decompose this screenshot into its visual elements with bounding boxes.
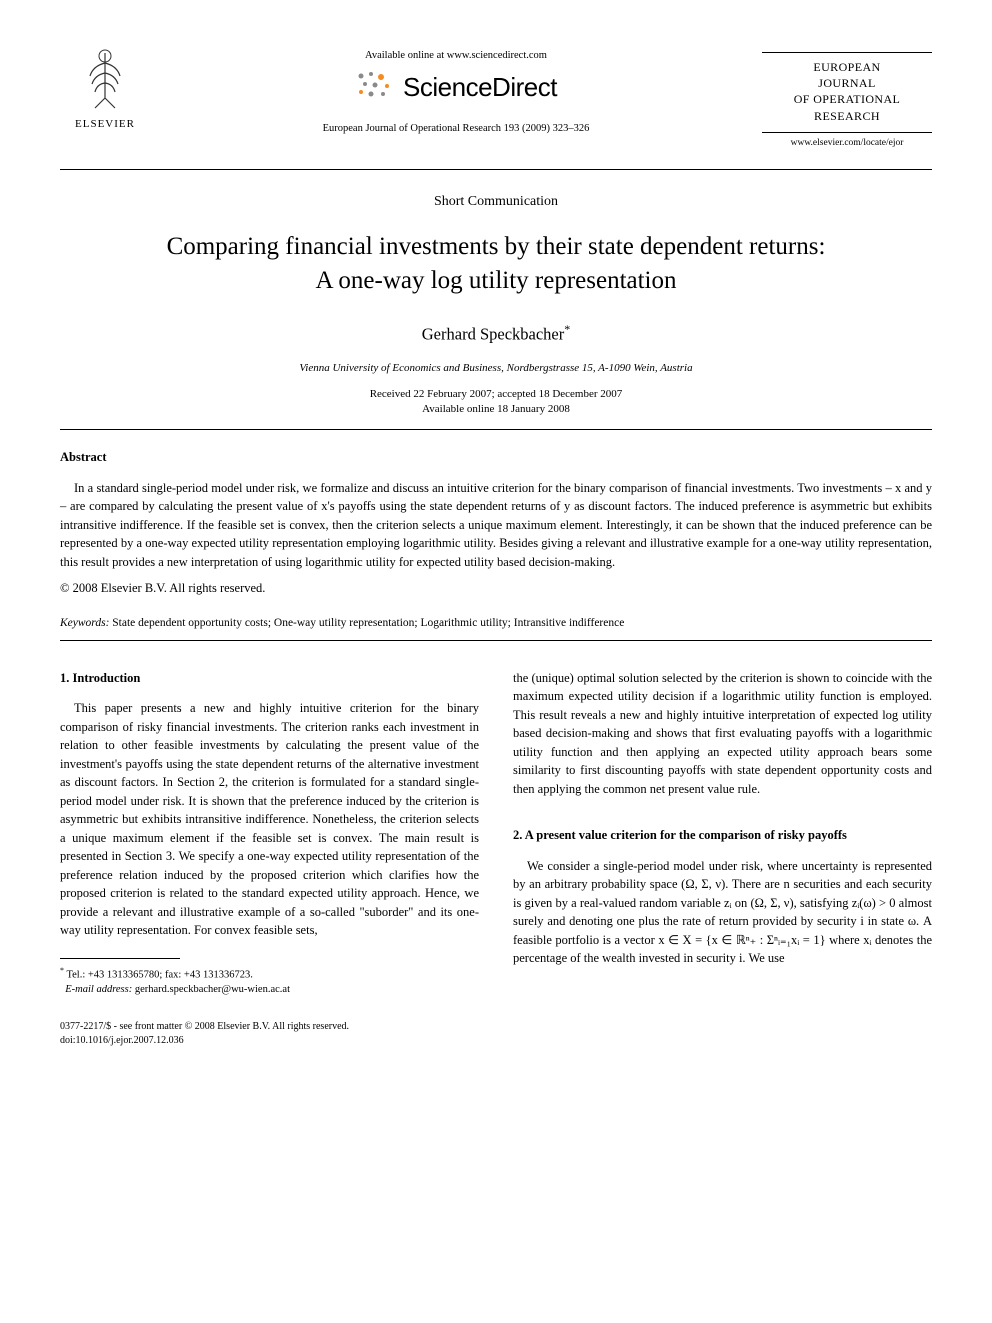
affiliation: Vienna University of Economics and Busin… (60, 361, 932, 377)
article-dates: Received 22 February 2007; accepted 18 D… (60, 387, 932, 418)
keywords-label: Keywords: (60, 617, 109, 629)
affiliation-mark: * (564, 322, 570, 336)
footnote-tel: Tel.: +43 1313365780; fax: +43 131336723… (66, 969, 252, 980)
page-footer: 0377-2217/$ - see front matter © 2008 El… (60, 1020, 479, 1048)
journal-name-line: OF OPERATIONAL (762, 91, 932, 107)
abstract-heading: Abstract (60, 448, 932, 466)
sciencedirect-dots-icon (355, 70, 395, 106)
intro-continuation: the (unique) optimal solution selected b… (513, 669, 932, 799)
header-rule (60, 169, 932, 170)
journal-name-line: EUROPEAN (762, 59, 932, 75)
section-2-paragraph: We consider a single-period model under … (513, 857, 932, 968)
issn-line: 0377-2217/$ - see front matter © 2008 El… (60, 1020, 479, 1034)
received-date: Received 22 February 2007; accepted 18 D… (60, 387, 932, 402)
keywords-text: State dependent opportunity costs; One-w… (112, 617, 624, 629)
section-heading-2: 2. A present value criterion for the com… (513, 826, 932, 845)
left-column: 1. Introduction This paper presents a ne… (60, 669, 479, 1048)
section-heading-intro: 1. Introduction (60, 669, 479, 688)
publisher-logo-block: ELSEVIER (60, 48, 150, 133)
page-header: ELSEVIER Available online at www.science… (60, 48, 932, 151)
journal-reference: European Journal of Operational Research… (323, 121, 590, 136)
publisher-name: ELSEVIER (75, 117, 135, 133)
journal-title-box: EUROPEAN JOURNAL OF OPERATIONAL RESEARCH… (762, 48, 932, 151)
center-header: Available online at www.sciencedirect.co… (150, 48, 762, 136)
article-title: Comparing financial investments by their… (60, 230, 932, 298)
sciencedirect-wordmark: ScienceDirect (403, 69, 557, 107)
sciencedirect-logo: ScienceDirect (355, 69, 557, 107)
footnote-rule (60, 958, 180, 959)
article-type: Short Communication (60, 192, 932, 212)
author-email: gerhard.speckbacher@wu-wien.ac.at (135, 984, 290, 995)
email-label: E-mail address: (65, 984, 132, 995)
author-name: Gerhard Speckbacher* (60, 321, 932, 346)
right-column: the (unique) optimal solution selected b… (513, 669, 932, 1048)
doi-line: doi:10.1016/j.ejor.2007.12.036 (60, 1034, 479, 1048)
availability-line: Available online at www.sciencedirect.co… (365, 48, 547, 63)
abstract-top-rule (60, 429, 932, 430)
body-columns: 1. Introduction This paper presents a ne… (60, 669, 932, 1048)
journal-name-line: RESEARCH (762, 108, 932, 124)
online-date: Available online 18 January 2008 (60, 402, 932, 417)
journal-name-line: JOURNAL (762, 75, 932, 91)
keywords-line: Keywords: State dependent opportunity co… (60, 615, 932, 632)
title-line: A one-way log utility representation (315, 267, 676, 294)
keywords-rule (60, 640, 932, 641)
footnote-mark: * (60, 966, 64, 975)
abstract-copyright: © 2008 Elsevier B.V. All rights reserved… (60, 579, 932, 597)
journal-locate-url: www.elsevier.com/locate/ejor (762, 137, 932, 151)
elsevier-tree-icon (75, 48, 135, 113)
title-line: Comparing financial investments by their… (167, 233, 826, 260)
intro-paragraph: This paper presents a new and highly int… (60, 699, 479, 940)
corresponding-footnote: * Tel.: +43 1313365780; fax: +43 1313367… (60, 965, 479, 998)
abstract-text: In a standard single-period model under … (60, 479, 932, 572)
